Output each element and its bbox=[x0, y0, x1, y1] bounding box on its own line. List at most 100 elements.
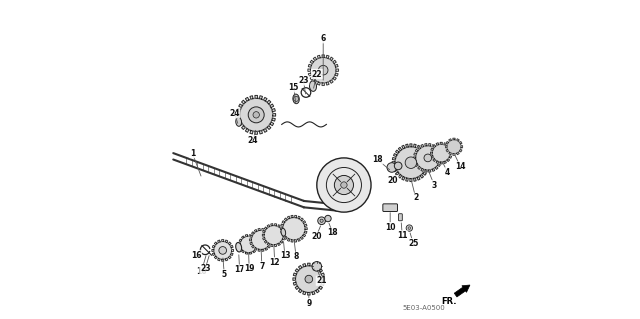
Text: 13: 13 bbox=[280, 251, 290, 260]
Polygon shape bbox=[392, 158, 396, 160]
Polygon shape bbox=[212, 253, 215, 256]
Text: 18: 18 bbox=[372, 155, 383, 164]
Polygon shape bbox=[439, 153, 442, 155]
Polygon shape bbox=[439, 160, 442, 163]
Polygon shape bbox=[438, 149, 440, 152]
Polygon shape bbox=[317, 82, 320, 85]
Polygon shape bbox=[454, 285, 470, 297]
Polygon shape bbox=[446, 142, 449, 144]
Polygon shape bbox=[308, 263, 310, 266]
Circle shape bbox=[394, 162, 402, 170]
Polygon shape bbox=[269, 242, 272, 245]
Circle shape bbox=[219, 247, 227, 254]
Polygon shape bbox=[278, 225, 280, 227]
Polygon shape bbox=[433, 145, 436, 147]
Circle shape bbox=[447, 140, 461, 154]
Polygon shape bbox=[241, 100, 245, 104]
Polygon shape bbox=[410, 179, 412, 182]
Polygon shape bbox=[322, 278, 324, 280]
Polygon shape bbox=[398, 174, 402, 178]
Text: 24: 24 bbox=[229, 109, 240, 118]
Polygon shape bbox=[410, 144, 412, 147]
Ellipse shape bbox=[236, 117, 241, 126]
Polygon shape bbox=[239, 122, 243, 126]
Polygon shape bbox=[427, 162, 429, 164]
Polygon shape bbox=[303, 234, 306, 237]
Polygon shape bbox=[457, 152, 460, 155]
Text: 15: 15 bbox=[289, 83, 299, 92]
Polygon shape bbox=[321, 273, 324, 276]
Polygon shape bbox=[435, 167, 438, 169]
Polygon shape bbox=[319, 269, 323, 272]
Polygon shape bbox=[250, 234, 252, 236]
Polygon shape bbox=[253, 250, 255, 253]
Polygon shape bbox=[333, 60, 336, 63]
Polygon shape bbox=[326, 82, 329, 85]
Polygon shape bbox=[322, 83, 324, 85]
Polygon shape bbox=[245, 252, 248, 254]
Polygon shape bbox=[423, 172, 426, 175]
Polygon shape bbox=[278, 243, 280, 246]
Polygon shape bbox=[444, 161, 446, 164]
Polygon shape bbox=[310, 60, 314, 63]
Polygon shape bbox=[435, 146, 438, 149]
Polygon shape bbox=[239, 247, 241, 249]
Polygon shape bbox=[258, 228, 260, 231]
Polygon shape bbox=[293, 273, 296, 276]
Polygon shape bbox=[447, 145, 450, 147]
Polygon shape bbox=[326, 55, 329, 58]
Polygon shape bbox=[214, 242, 217, 245]
Polygon shape bbox=[431, 152, 433, 154]
Polygon shape bbox=[420, 147, 424, 151]
Polygon shape bbox=[413, 157, 416, 159]
Polygon shape bbox=[402, 145, 405, 149]
Polygon shape bbox=[214, 256, 217, 259]
Polygon shape bbox=[305, 228, 307, 230]
Polygon shape bbox=[308, 69, 310, 71]
Polygon shape bbox=[436, 161, 438, 164]
FancyBboxPatch shape bbox=[399, 214, 403, 221]
Text: 12: 12 bbox=[269, 258, 280, 267]
Polygon shape bbox=[308, 293, 310, 295]
Text: 24: 24 bbox=[248, 136, 259, 145]
Ellipse shape bbox=[293, 94, 300, 104]
Polygon shape bbox=[262, 249, 264, 251]
Circle shape bbox=[283, 218, 305, 240]
Polygon shape bbox=[304, 224, 307, 226]
Polygon shape bbox=[392, 162, 395, 164]
Polygon shape bbox=[239, 239, 241, 241]
Polygon shape bbox=[417, 177, 420, 180]
Polygon shape bbox=[460, 142, 462, 144]
Polygon shape bbox=[303, 292, 306, 295]
Polygon shape bbox=[250, 96, 253, 99]
Polygon shape bbox=[308, 64, 312, 67]
Polygon shape bbox=[275, 224, 276, 226]
Polygon shape bbox=[218, 258, 220, 261]
Polygon shape bbox=[262, 238, 265, 240]
Text: 23: 23 bbox=[200, 264, 211, 273]
Polygon shape bbox=[241, 126, 245, 130]
Text: 16: 16 bbox=[191, 251, 202, 260]
Circle shape bbox=[319, 65, 328, 75]
Text: 7: 7 bbox=[259, 262, 264, 271]
Polygon shape bbox=[267, 225, 269, 227]
Polygon shape bbox=[429, 144, 431, 146]
Polygon shape bbox=[271, 239, 273, 241]
Polygon shape bbox=[255, 95, 257, 98]
Polygon shape bbox=[449, 152, 451, 155]
Polygon shape bbox=[423, 150, 426, 153]
Polygon shape bbox=[262, 234, 264, 236]
Polygon shape bbox=[250, 235, 252, 237]
Polygon shape bbox=[426, 165, 429, 168]
Polygon shape bbox=[287, 216, 290, 219]
Polygon shape bbox=[294, 240, 297, 242]
Polygon shape bbox=[310, 77, 314, 80]
Polygon shape bbox=[335, 73, 338, 76]
Polygon shape bbox=[281, 231, 284, 234]
Text: 21: 21 bbox=[316, 276, 327, 285]
Polygon shape bbox=[312, 292, 315, 295]
Polygon shape bbox=[335, 64, 338, 67]
Text: 23: 23 bbox=[298, 76, 308, 85]
Text: 5E03-A0500: 5E03-A0500 bbox=[403, 305, 445, 311]
Polygon shape bbox=[232, 249, 234, 251]
